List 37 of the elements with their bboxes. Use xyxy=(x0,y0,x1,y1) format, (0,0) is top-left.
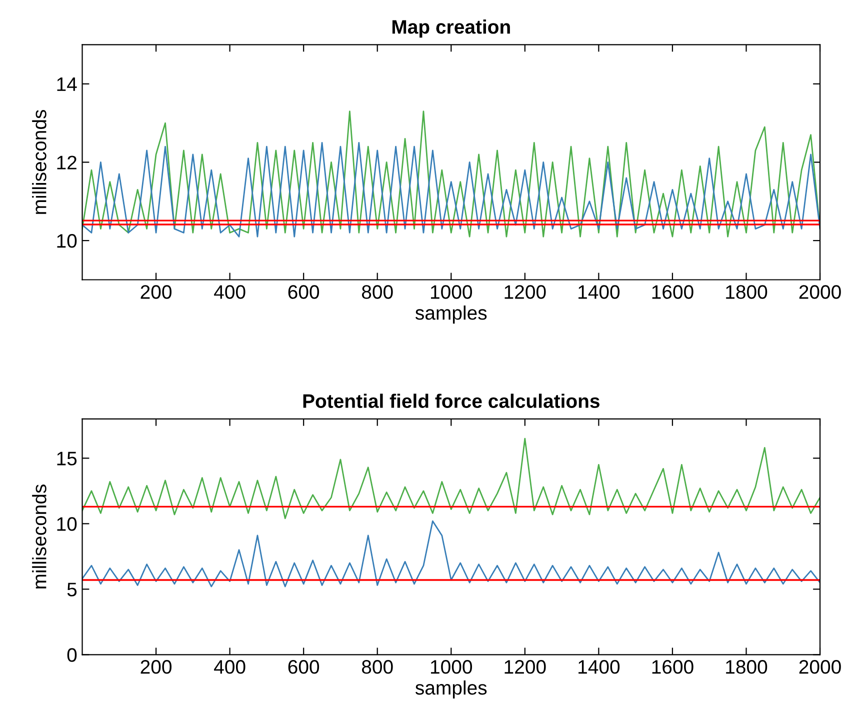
x-tick-label: 1800 xyxy=(726,660,768,674)
x-tick-label: 400 xyxy=(214,660,246,674)
y-axis-title: milliseconds xyxy=(32,110,46,214)
y-tick-label: 10 xyxy=(57,234,77,248)
x-tick-label: 1600 xyxy=(652,660,694,674)
x-tick-label: 200 xyxy=(140,660,172,674)
x-tick-label: 2000 xyxy=(799,660,841,674)
x-tick-label: 1800 xyxy=(726,285,768,299)
y-tick-label: 15 xyxy=(57,452,77,466)
y-tick-label: 10 xyxy=(57,517,77,531)
x-tick-label: 1200 xyxy=(504,285,546,299)
x-tick-label: 400 xyxy=(214,285,246,299)
x-tick-label: 1600 xyxy=(652,285,694,299)
x-tick-label: 800 xyxy=(362,285,393,299)
x-tick-label: 800 xyxy=(362,660,393,674)
y-axis-title: milliseconds xyxy=(32,484,46,588)
x-tick-label: 1200 xyxy=(504,660,546,674)
x-tick-label: 2000 xyxy=(799,285,841,299)
y-tick-label: 12 xyxy=(57,156,76,170)
x-tick-label: 600 xyxy=(288,660,320,674)
y-tick-label: 5 xyxy=(67,582,77,596)
x-axis-title: samples xyxy=(415,680,487,699)
x-tick-label: 1400 xyxy=(578,285,620,299)
line-series xyxy=(82,142,820,238)
chart-title: Potential field force calculations xyxy=(303,394,600,408)
line-series xyxy=(82,520,820,588)
line-series xyxy=(82,438,820,520)
x-tick-label: 1000 xyxy=(430,285,472,299)
y-tick-label: 0 xyxy=(67,648,77,662)
x-tick-label: 600 xyxy=(288,285,320,299)
x-tick-label: 1400 xyxy=(578,660,620,674)
x-tick-label: 1000 xyxy=(430,660,472,674)
x-axis-title: samples xyxy=(415,306,487,324)
chart-title: Map creation xyxy=(392,20,510,38)
line-series xyxy=(82,110,820,238)
y-tick-label: 14 xyxy=(57,78,77,91)
x-tick-label: 200 xyxy=(140,285,172,299)
